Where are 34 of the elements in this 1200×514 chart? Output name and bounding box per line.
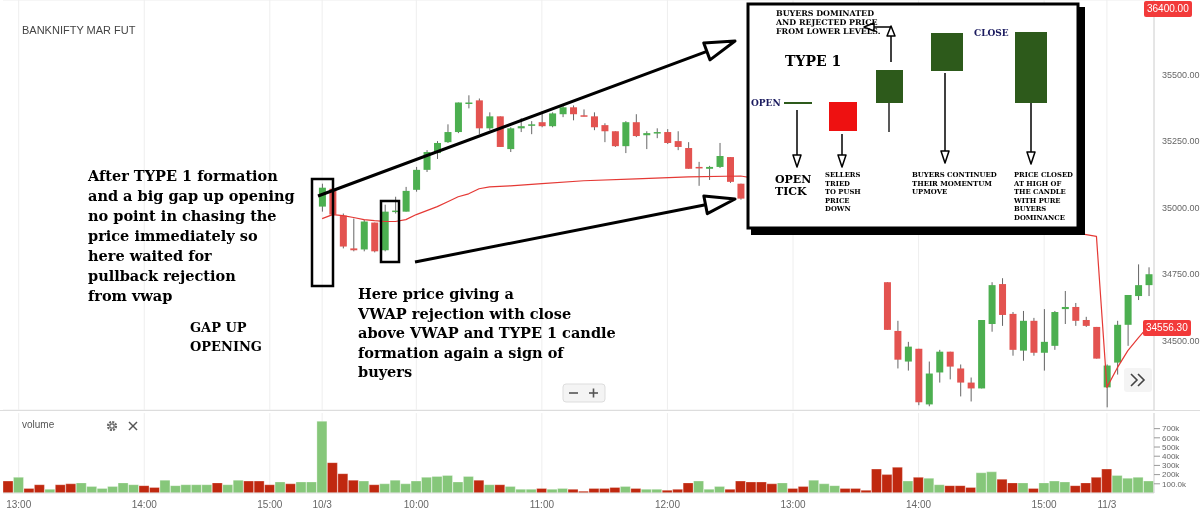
y-tick-label: 300k <box>1162 461 1181 471</box>
y-tick-label: 34500.00 <box>1162 335 1200 346</box>
annotation: 36400.00 <box>1144 1 1192 17</box>
y-tick-label: 600k <box>1162 433 1181 443</box>
x-tick-label: 14:00 <box>131 499 158 511</box>
y-tick-label: 100.0k <box>1162 479 1188 489</box>
annotation: CLOSE <box>974 27 1009 39</box>
x-tick-label: 10/3 <box>312 499 333 511</box>
y-tick-label: 500k <box>1162 442 1181 452</box>
y-tick-label: 35250.00 <box>1162 136 1200 147</box>
y-tick-label: 700k <box>1162 424 1181 434</box>
y-tick-label: 35500.00 <box>1162 69 1200 80</box>
x-tick-label: 15:00 <box>1031 499 1058 511</box>
text: volume <box>22 419 55 430</box>
annotation: After TYPE 1 formation and a big gap up opening no point in chasing the price immediately so here waited for pullback rejection from vwap <box>88 166 295 306</box>
x-tick-label: 13:00 <box>780 499 806 511</box>
x-tick-label: 15:00 <box>257 499 283 511</box>
y-tick-label: 35000.00 <box>1162 202 1200 213</box>
x-tick-label: 12:00 <box>654 499 681 511</box>
text: BANKNIFTY MAR FUT <box>22 24 136 36</box>
annotation: OPEN <box>751 97 781 109</box>
annotation: 34556.30 <box>1143 320 1191 336</box>
x-tick-label: 10:00 <box>403 499 430 511</box>
x-tick-label: 11:00 <box>529 499 555 511</box>
annotation: OPEN TICK <box>775 173 812 198</box>
x-tick-label: 11/3 <box>1097 499 1117 511</box>
x-tick-label: 14:00 <box>906 499 932 511</box>
annotation: GAP UP OPENING <box>190 319 262 356</box>
y-tick-label: 200k <box>1162 470 1181 480</box>
annotation: TYPE 1 <box>785 52 842 70</box>
y-tick-label: 34750.00 <box>1162 269 1200 280</box>
annotation: Here price giving a VWAP rejection with close above VWAP and TYPE 1 candle formation again a sign of buyers <box>358 284 616 382</box>
y-tick-label: 400k <box>1162 452 1181 462</box>
x-tick-label: 13:00 <box>6 499 32 511</box>
